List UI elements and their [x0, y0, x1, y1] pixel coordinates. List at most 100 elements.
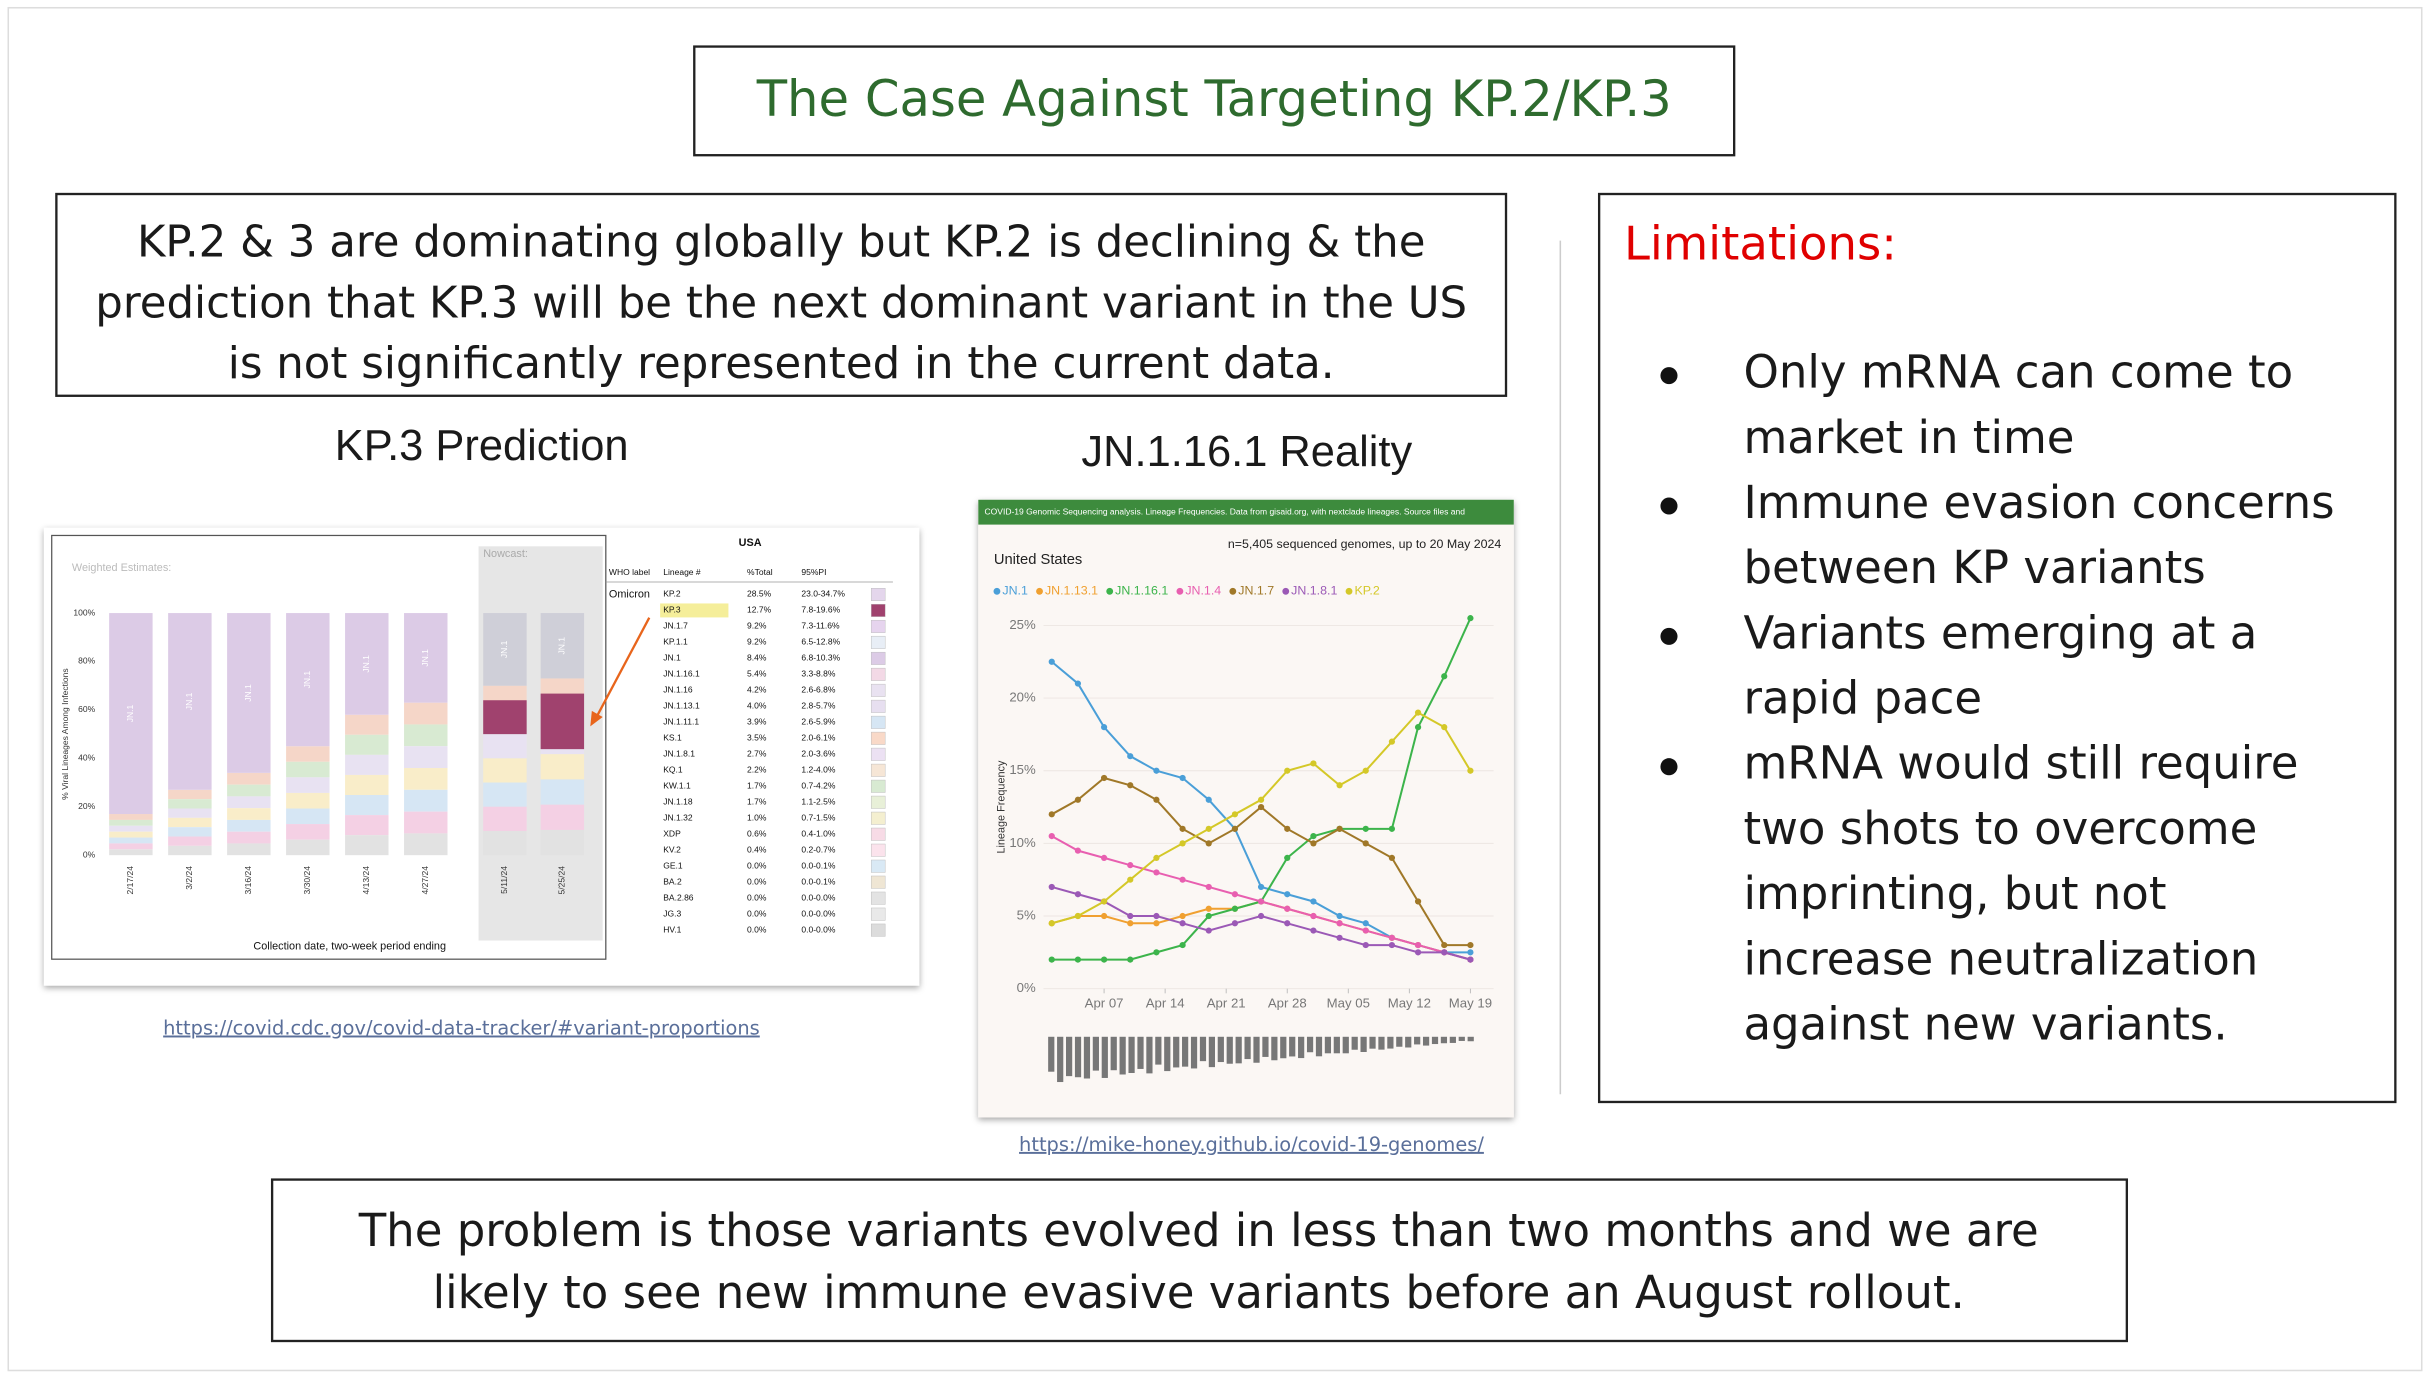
x-tick-label: Apr 14: [1146, 996, 1185, 1011]
series-point: [1284, 891, 1291, 898]
series-point: [1336, 912, 1343, 920]
legend-marker: [1229, 587, 1237, 595]
banner-text: COVID-19 Genomic Sequencing analysis. Li…: [985, 506, 1466, 516]
table-cell: 9.2%: [747, 621, 767, 631]
y-label: Lineage Frequency: [995, 760, 1007, 854]
series-point: [1467, 615, 1474, 622]
table-cell: 4.2%: [747, 685, 767, 695]
sample-bar: [1253, 1036, 1260, 1063]
series-point: [1362, 920, 1369, 927]
legend-marker: [1345, 587, 1353, 595]
series-point: [1205, 905, 1212, 912]
series-point: [1179, 774, 1186, 782]
series-point: [1205, 825, 1212, 832]
table-cell: JG.3: [663, 908, 681, 918]
sample-bar: [1101, 1036, 1108, 1078]
series-point: [1100, 724, 1108, 731]
series-point: [1205, 927, 1212, 934]
sample-bar: [1182, 1036, 1189, 1067]
bar-remainder: [286, 839, 330, 856]
series-point: [1231, 811, 1239, 818]
legend-label: JN.1.16.1: [1115, 584, 1168, 598]
series-point: [1467, 949, 1474, 956]
series-point: [1388, 854, 1396, 862]
bar-remainder: [345, 795, 389, 816]
sample-bar: [1333, 1036, 1340, 1054]
table-cell: GE.1: [663, 860, 683, 870]
bar-remainder: [227, 819, 271, 832]
bar-remainder: [483, 782, 527, 807]
series-point: [1074, 891, 1082, 898]
table-cell: KS.1: [663, 733, 682, 743]
series-point: [1284, 905, 1291, 912]
bar: [404, 613, 448, 703]
limitation-line: mRNA would still require: [1743, 737, 2298, 790]
table-cell: JN.1: [663, 653, 681, 663]
swatch: [870, 875, 886, 889]
series-point: [1074, 912, 1082, 920]
bar-remainder: [404, 746, 448, 769]
arrow-head: [590, 710, 603, 727]
cdc-x-tick-label: 4/27/24: [420, 866, 430, 895]
series-point: [1336, 825, 1343, 832]
table-cell: 1.7%: [747, 781, 767, 791]
bar-remainder: [286, 824, 330, 840]
sample-bar: [1387, 1036, 1394, 1049]
sample-bar: [1235, 1036, 1242, 1064]
kp3-highlight: [540, 693, 585, 750]
bar-remainder: [345, 774, 389, 796]
table-cell: KV.2: [663, 844, 681, 854]
series-point: [1074, 956, 1082, 963]
table-cell: 0.0-0.1%: [801, 876, 836, 886]
genomes-link[interactable]: https://mike-honey.github.io/covid-19-ge…: [1019, 1133, 1484, 1156]
series-point: [1414, 898, 1422, 905]
legend-marker: [1036, 587, 1043, 595]
swatch: [870, 907, 886, 921]
table-cell: JN.1.11.1: [663, 717, 699, 727]
series-point: [1127, 862, 1134, 869]
series-point: [1441, 673, 1448, 680]
bullet: [1660, 627, 1678, 645]
series-point: [1153, 949, 1160, 956]
series-point: [1100, 774, 1108, 782]
x-tick-label: Apr 07: [1085, 996, 1124, 1011]
series-point: [1441, 949, 1448, 956]
series-point: [1231, 825, 1239, 832]
cdc-chart-title: Weighted Estimates:: [72, 562, 171, 574]
series-point: [1205, 912, 1212, 920]
table-cell: 6.8-10.3%: [801, 653, 840, 663]
bar-remainder: [345, 754, 389, 775]
cdc-y-label: % Viral Lineages Among Infections: [60, 668, 70, 799]
bar-remainder: [168, 827, 212, 837]
x-tick-label: Apr 28: [1268, 996, 1307, 1011]
sample-bar: [1146, 1036, 1153, 1074]
sample-bar: [1208, 1036, 1215, 1068]
limitation-line: against new variants.: [1743, 997, 2227, 1050]
series-point: [1153, 920, 1160, 927]
cdc-link[interactable]: https://covid.cdc.gov/covid-data-tracker…: [163, 1017, 760, 1040]
series-point: [1205, 883, 1212, 891]
table-cell: 0.7-1.5%: [801, 813, 836, 823]
table-cell: 1.1-2.5%: [801, 797, 836, 807]
sample-bar: [1342, 1036, 1349, 1054]
series-point: [1127, 876, 1134, 883]
bar-series-label: JN.1: [243, 684, 253, 702]
series-point: [1257, 883, 1265, 891]
table-cell: JN.1.32: [663, 813, 693, 823]
series-point: [1231, 920, 1239, 927]
conclusion-line: likely to see new immune evasive variant…: [433, 1266, 1965, 1319]
table-cell: KP.1.1: [663, 637, 688, 647]
table-cell: 2.7%: [747, 749, 767, 759]
limitation-line: two shots to overcome: [1743, 802, 2257, 855]
sample-bar: [1467, 1036, 1474, 1042]
swatch: [870, 747, 886, 761]
bar-remainder: [404, 811, 448, 834]
table-group: Omicron: [609, 588, 650, 600]
table-cell: 0.2-0.7%: [801, 844, 836, 854]
sample-bar: [1226, 1036, 1233, 1064]
sample-bar: [1449, 1036, 1456, 1043]
cdc-x-tick-label: 3/30/24: [302, 866, 312, 895]
series-point: [1467, 941, 1474, 949]
cdc-y-tick-label: 100%: [73, 607, 95, 617]
series-point: [1179, 825, 1186, 832]
